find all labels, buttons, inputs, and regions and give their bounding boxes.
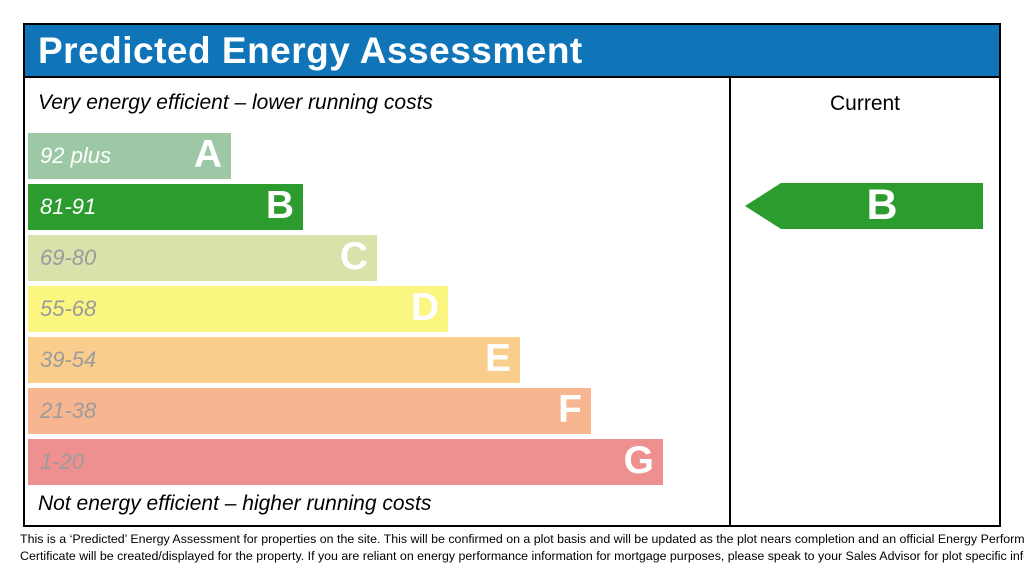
current-rating-letter: B <box>866 181 898 229</box>
band-row-g: 1-20 G <box>28 439 663 485</box>
bottom-caption: Not energy efficient – higher running co… <box>38 492 432 515</box>
band-letter: A <box>193 133 222 176</box>
header-bar: Predicted Energy Assessment <box>25 25 999 78</box>
band-range-label: 39-54 <box>40 347 97 372</box>
band-row-d: 55-68 D <box>28 286 448 332</box>
band-letter: F <box>558 388 582 431</box>
band-row-a: 92 plus A <box>28 133 231 179</box>
current-rating-arrow: B <box>745 183 983 229</box>
footnote-line-2: Certificate will be created/displayed fo… <box>20 548 1024 563</box>
top-caption: Very energy efficient – lower running co… <box>38 91 433 114</box>
band-letter: B <box>265 184 294 227</box>
assessment-body: Very energy efficient – lower running co… <box>25 78 999 525</box>
footnote-line-1: This is a ‘Predicted’ Energy Assessment … <box>20 532 1024 546</box>
band-row-f: 21-38 F <box>28 388 591 434</box>
band-range-label: 21-38 <box>40 398 97 423</box>
band-letter: G <box>623 439 654 482</box>
band-row-e: 39-54 E <box>28 337 520 383</box>
band-letter: E <box>484 337 511 380</box>
band-row-c: 69-80 C <box>28 235 377 281</box>
left-arrow-icon <box>745 183 983 229</box>
band-letter: D <box>410 286 439 329</box>
current-column-header: Current <box>829 92 901 115</box>
band-range-label: 1-20 <box>40 449 85 474</box>
band-range-label: 55-68 <box>40 296 97 321</box>
current-arrow-shape <box>745 183 983 229</box>
band-row-b: 81-91 B <box>28 184 303 230</box>
rating-chart: Very energy efficient – lower running co… <box>25 78 729 525</box>
band-range-label: 69-80 <box>40 245 97 270</box>
page-title: Predicted Energy Assessment <box>38 29 583 71</box>
current-column: Current B <box>729 78 999 525</box>
assessment-frame: Predicted Energy Assessment Very energy … <box>23 23 1001 527</box>
footnote-text: This is a ‘Predicted’ Energy Assessment … <box>20 531 1024 564</box>
band-range-label: 92 plus <box>40 143 111 168</box>
band-range-label: 81-91 <box>40 194 97 219</box>
band-letter: C <box>339 235 368 278</box>
